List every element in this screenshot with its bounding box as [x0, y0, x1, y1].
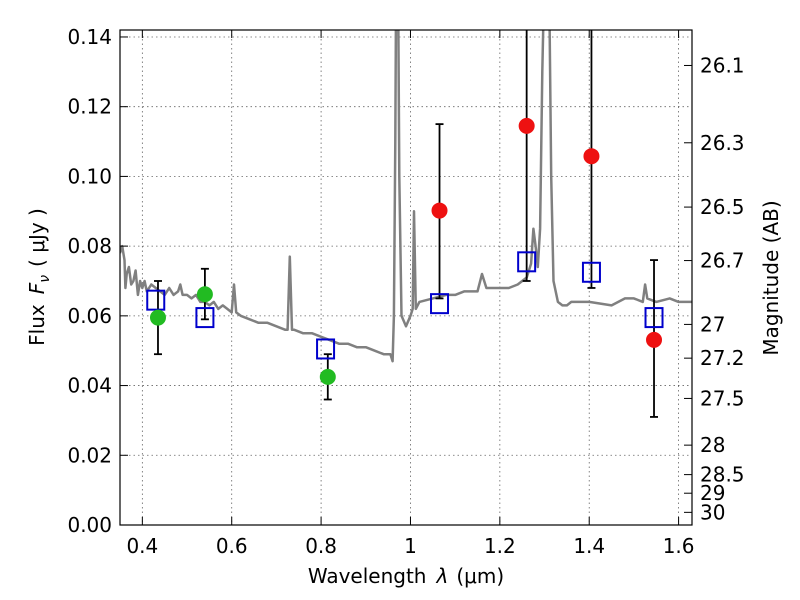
spectrum-line — [120, 30, 692, 363]
x-axis-title: Wavelength λ (μm) — [308, 564, 504, 588]
y2-tick-label: 26.3 — [700, 131, 745, 155]
y2-tick-label: 27 — [700, 312, 725, 336]
model-photometry-square — [316, 338, 336, 360]
y2-tick-label: 29 — [700, 481, 725, 505]
y-tick-label: 0.06 — [67, 304, 112, 328]
observed-data-point — [646, 331, 663, 348]
y-tick-label: 0.12 — [67, 95, 112, 119]
plot-area — [120, 30, 692, 418]
x-axis: 0.4 0.6 0.8 1 1.2 1.4 1.6 — [126, 30, 695, 558]
y-tick-label: 0.00 — [67, 513, 112, 537]
y-tick-label: 0.02 — [67, 443, 112, 467]
observed-data-point — [431, 202, 448, 219]
y-tick-label: 0.14 — [67, 25, 112, 49]
grid-lines — [120, 30, 692, 526]
model-photometry-square — [146, 289, 166, 311]
x-tick-label: 0.8 — [305, 534, 337, 558]
observed-data-point — [149, 309, 166, 326]
model-photometry-square — [581, 261, 601, 283]
y2-tick-label: 28 — [700, 433, 725, 457]
observed-data-point — [319, 368, 336, 385]
x-tick-label: 1.4 — [573, 534, 605, 558]
model-photometry-square — [644, 307, 664, 329]
y2-tick-label: 28.5 — [700, 463, 745, 487]
plot-frame — [119, 29, 693, 526]
y2-tick-label: 26.1 — [700, 53, 745, 77]
model-photometry-square — [430, 293, 450, 315]
y2-tick-label: 30 — [700, 500, 725, 524]
y-tick-label: 0.10 — [67, 164, 112, 188]
x-tick-label: 1 — [404, 534, 417, 558]
y-tick-label: 0.04 — [67, 374, 112, 398]
y2-tick-label: 26.5 — [700, 195, 745, 219]
observed-data-point — [196, 286, 213, 303]
x-tick-label: 0.4 — [126, 534, 158, 558]
y2-tick-label: 27.2 — [700, 346, 745, 370]
y-axis-title-left: FluxFν( μJy ) — [25, 208, 53, 346]
y-axis-title-right: Magnitude (AB) — [759, 200, 783, 355]
x-tick-label: 1.2 — [484, 534, 516, 558]
x-tick-label: 1.6 — [663, 534, 695, 558]
y-axis-left: 0.00 0.02 0.04 0.06 0.08 0.10 0.12 0.14 — [67, 25, 128, 537]
y2-tick-label: 26.7 — [700, 249, 745, 273]
x-tick-label: 0.6 — [216, 534, 248, 558]
y-tick-label: 0.08 — [67, 234, 112, 258]
y2-tick-label: 27.5 — [700, 386, 745, 410]
model-photometry-square — [517, 251, 537, 273]
observed-data-point — [583, 148, 600, 165]
observed-data-point — [518, 117, 535, 134]
model-photometry-square — [195, 307, 215, 329]
